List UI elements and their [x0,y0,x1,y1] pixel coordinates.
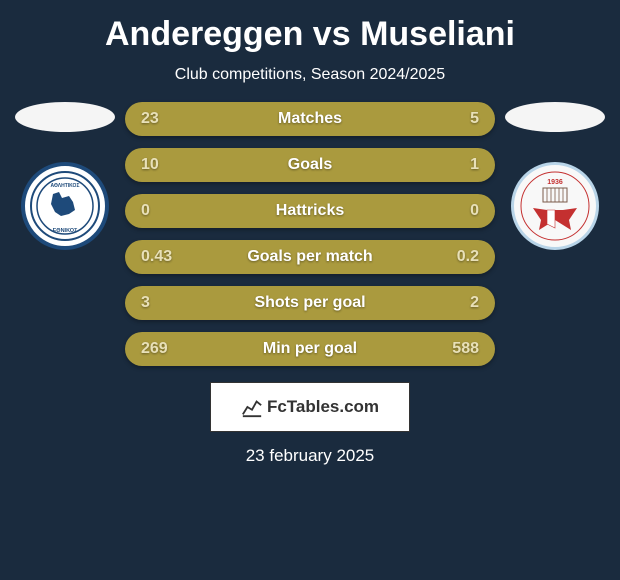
chart-icon [241,396,263,418]
stat-label: Min per goal [263,340,357,358]
stat-left-value: 10 [141,156,159,174]
right-country-flag [505,102,605,132]
right-club-badge: 1936 [511,162,599,250]
stat-right-value: 1 [470,156,479,174]
stat-right-value: 5 [470,110,479,128]
stat-right-value: 0.2 [457,248,479,266]
stat-row-gpm: 0.43 Goals per match 0.2 [125,240,495,274]
stat-left-value: 3 [141,294,150,312]
nea-salamis-icon: 1936 [519,170,591,242]
stat-right-value: 2 [470,294,479,312]
stats-column: 23 Matches 5 10 Goals 1 0 Hattricks 0 0.… [125,102,495,366]
page-title: Andereggen vs Museliani [105,15,515,54]
ethnikos-icon: ΑΘΛΗΤΙΚΟΣ ΕΘΝΙΚΟΣ [29,170,101,242]
stat-left-value: 0.43 [141,248,172,266]
stat-label: Goals [288,156,332,174]
right-side: 1936 [495,102,615,250]
subtitle: Club competitions, Season 2024/2025 [175,66,445,84]
stat-label: Matches [278,110,342,128]
brand-label: FcTables.com [267,397,379,417]
svg-text:ΕΘΝΙΚΟΣ: ΕΘΝΙΚΟΣ [53,228,78,234]
date-label: 23 february 2025 [246,446,375,466]
stat-right-value: 0 [470,202,479,220]
stat-row-hattricks: 0 Hattricks 0 [125,194,495,228]
stat-row-mpg: 269 Min per goal 588 [125,332,495,366]
stat-row-goals: 10 Goals 1 [125,148,495,182]
comparison-widget: Andereggen vs Museliani Club competition… [0,0,620,476]
stat-left-value: 269 [141,340,168,358]
stat-row-matches: 23 Matches 5 [125,102,495,136]
stat-label: Hattricks [276,202,344,220]
left-country-flag [15,102,115,132]
brand-link[interactable]: FcTables.com [210,382,410,432]
stat-right-value: 588 [452,340,479,358]
left-side: ΑΘΛΗΤΙΚΟΣ ΕΘΝΙΚΟΣ [5,102,125,250]
svg-text:1936: 1936 [547,179,563,186]
stat-label: Goals per match [247,248,372,266]
main-row: ΑΘΛΗΤΙΚΟΣ ΕΘΝΙΚΟΣ 23 Matches 5 10 Goals … [0,102,620,366]
stat-row-spg: 3 Shots per goal 2 [125,286,495,320]
svg-text:ΑΘΛΗΤΙΚΟΣ: ΑΘΛΗΤΙΚΟΣ [51,183,80,189]
stat-left-value: 0 [141,202,150,220]
stat-label: Shots per goal [254,294,365,312]
left-club-badge: ΑΘΛΗΤΙΚΟΣ ΕΘΝΙΚΟΣ [21,162,109,250]
stat-left-value: 23 [141,110,159,128]
